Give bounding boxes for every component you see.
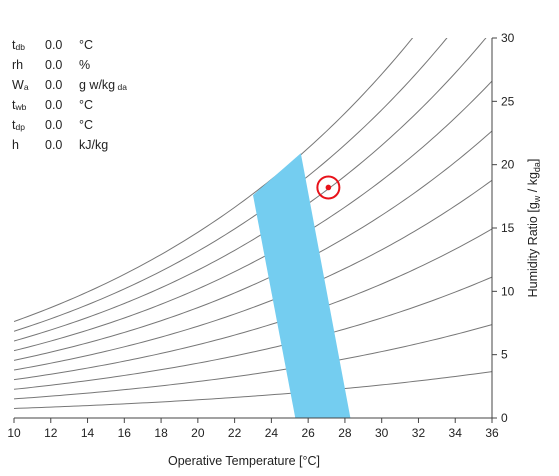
x-tick-label: 24 bbox=[265, 426, 279, 440]
rh-curve bbox=[14, 179, 492, 371]
y-tick-label: 0 bbox=[501, 411, 508, 425]
x-tick-label: 22 bbox=[228, 426, 242, 440]
readout-unit: °C bbox=[79, 118, 94, 132]
readout-symbol: h bbox=[12, 138, 19, 152]
x-tick-label: 16 bbox=[118, 426, 132, 440]
y-tick-label: 20 bbox=[501, 158, 515, 172]
readout-value: 0.0 bbox=[45, 38, 63, 52]
x-tick-label: 14 bbox=[81, 426, 95, 440]
rh-curve bbox=[14, 80, 492, 352]
readout-symbol: twb bbox=[12, 98, 27, 112]
rh-curves bbox=[14, 38, 492, 409]
y-tick-label: 5 bbox=[501, 348, 508, 362]
y-tick-label: 30 bbox=[501, 31, 515, 45]
rh-curve bbox=[14, 130, 492, 361]
current-condition-ring bbox=[316, 175, 341, 200]
readout-symbol: Wa bbox=[12, 78, 29, 92]
y-tick-label: 10 bbox=[501, 284, 515, 298]
x-tick-label: 18 bbox=[154, 426, 168, 440]
rh-curve bbox=[14, 371, 492, 409]
readout-symbol: rh bbox=[12, 58, 24, 72]
readout-value: 0.0 bbox=[45, 78, 63, 92]
current-condition-dot bbox=[325, 184, 332, 191]
axes-layer: 10 12 14 16 18 20 22 24 26 28 30 32 34 360 5 10 15 20 25 30 bbox=[7, 31, 514, 440]
y-tick-label: 25 bbox=[501, 94, 515, 108]
readout-unit: g w/kg da bbox=[79, 78, 127, 92]
readout-value: 0.0 bbox=[45, 58, 63, 72]
x-tick-label: 26 bbox=[301, 426, 315, 440]
readout-value: 0.0 bbox=[45, 98, 63, 112]
readout-unit: % bbox=[79, 58, 91, 72]
comfort-zone bbox=[253, 153, 351, 418]
x-tick-label: 32 bbox=[412, 426, 426, 440]
x-tick-label: 20 bbox=[191, 426, 205, 440]
readout-symbol: tdb bbox=[12, 38, 25, 52]
x-tick-label: 36 bbox=[485, 426, 499, 440]
x-tick-label: 34 bbox=[449, 426, 463, 440]
readout-value: 0.0 bbox=[45, 138, 63, 152]
readout-unit: °C bbox=[79, 98, 94, 112]
comfort-zone-layer bbox=[253, 153, 351, 418]
rh-curve bbox=[14, 228, 492, 381]
y-axis-label: Humidity Ratio [gw / kgda] bbox=[526, 159, 542, 298]
x-tick-label: 10 bbox=[7, 426, 21, 440]
x-axis-label: Operative Temperature [°C] bbox=[168, 454, 320, 468]
readout-unit: kJ/kg bbox=[79, 138, 109, 152]
rh-curve bbox=[14, 38, 414, 322]
x-tick-label: 28 bbox=[338, 426, 352, 440]
current-condition-layer bbox=[316, 175, 341, 200]
y-tick-label: 15 bbox=[501, 221, 515, 235]
x-tick-label: 30 bbox=[375, 426, 389, 440]
readout-symbol: tdp bbox=[12, 118, 25, 132]
rh-curve bbox=[14, 38, 487, 342]
x-tick-label: 12 bbox=[44, 426, 58, 440]
rh-curve bbox=[14, 276, 492, 390]
rh-curve bbox=[14, 38, 448, 332]
readout-value: 0.0 bbox=[45, 118, 63, 132]
readout-unit: °C bbox=[79, 38, 94, 52]
rh-curve bbox=[14, 324, 492, 400]
